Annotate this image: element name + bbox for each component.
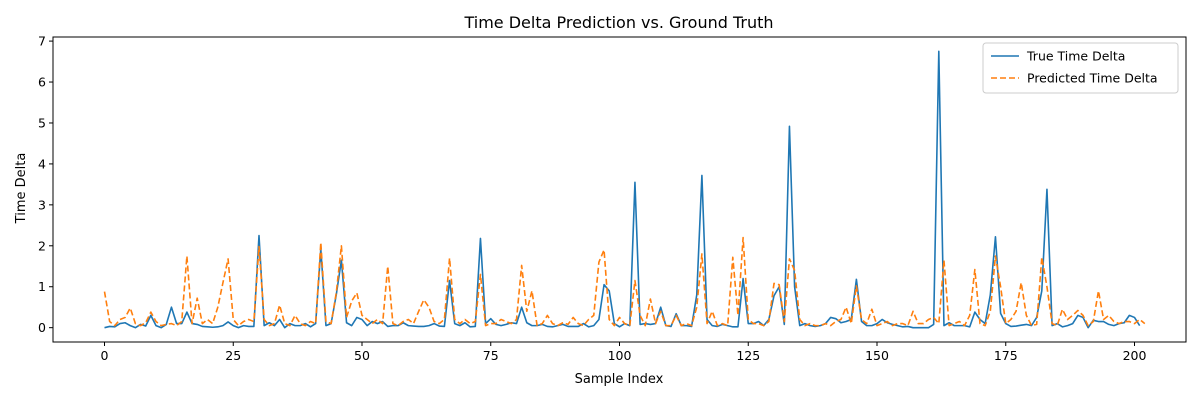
series-line-predicted-time-delta [103,236,1146,327]
y-tick-label: 3 [38,197,46,212]
x-tick-label: 175 [994,348,1018,363]
x-tick-label: 125 [736,348,760,363]
y-tick-label: 2 [38,238,46,253]
x-tick-label: 0 [101,348,109,363]
x-tick-label: 25 [225,348,241,363]
y-tick-label: 1 [38,279,46,294]
x-tick-label: 75 [483,348,499,363]
y-tick-label: 7 [38,34,46,49]
y-axis-label: Time Delta [14,153,29,225]
y-tick-label: 6 [38,75,46,90]
legend-label: Predicted Time Delta [1027,71,1158,86]
series-line-true-time-delta [104,50,1141,329]
legend-label: True Time Delta [1026,49,1125,64]
x-tick-label: 150 [865,348,889,363]
x-tick-label: 100 [608,348,632,363]
legend-box [982,42,1179,94]
x-tick-label: 50 [354,348,370,363]
x-tick-label: 200 [1123,348,1147,363]
chart-title: Time Delta Prediction vs. Ground Truth [463,13,773,32]
y-tick-label: 5 [38,115,46,130]
legend: True Time Delta Predicted Time Delta [982,42,1179,94]
x-axis-label: Sample Index [575,372,664,387]
y-tick-label: 4 [38,156,46,171]
plot-area: 0 25 50 75 100 125 150 175 200 0 1 2 3 4 5 6 7 [38,34,1187,363]
y-tick-label: 0 [38,320,46,335]
